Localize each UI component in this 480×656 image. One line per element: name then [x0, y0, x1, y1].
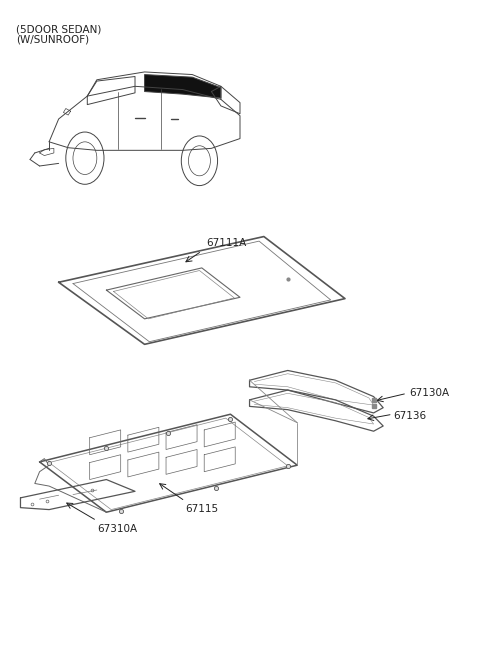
Text: 67310A: 67310A [97, 524, 137, 534]
Text: 67130A: 67130A [409, 388, 450, 398]
Text: 67115: 67115 [185, 504, 218, 514]
Text: (W/SUNROOF): (W/SUNROOF) [16, 34, 89, 44]
Polygon shape [144, 75, 221, 98]
Text: 67136: 67136 [394, 411, 427, 421]
Text: (5DOOR SEDAN): (5DOOR SEDAN) [16, 24, 101, 34]
Text: 67111A: 67111A [206, 238, 247, 249]
